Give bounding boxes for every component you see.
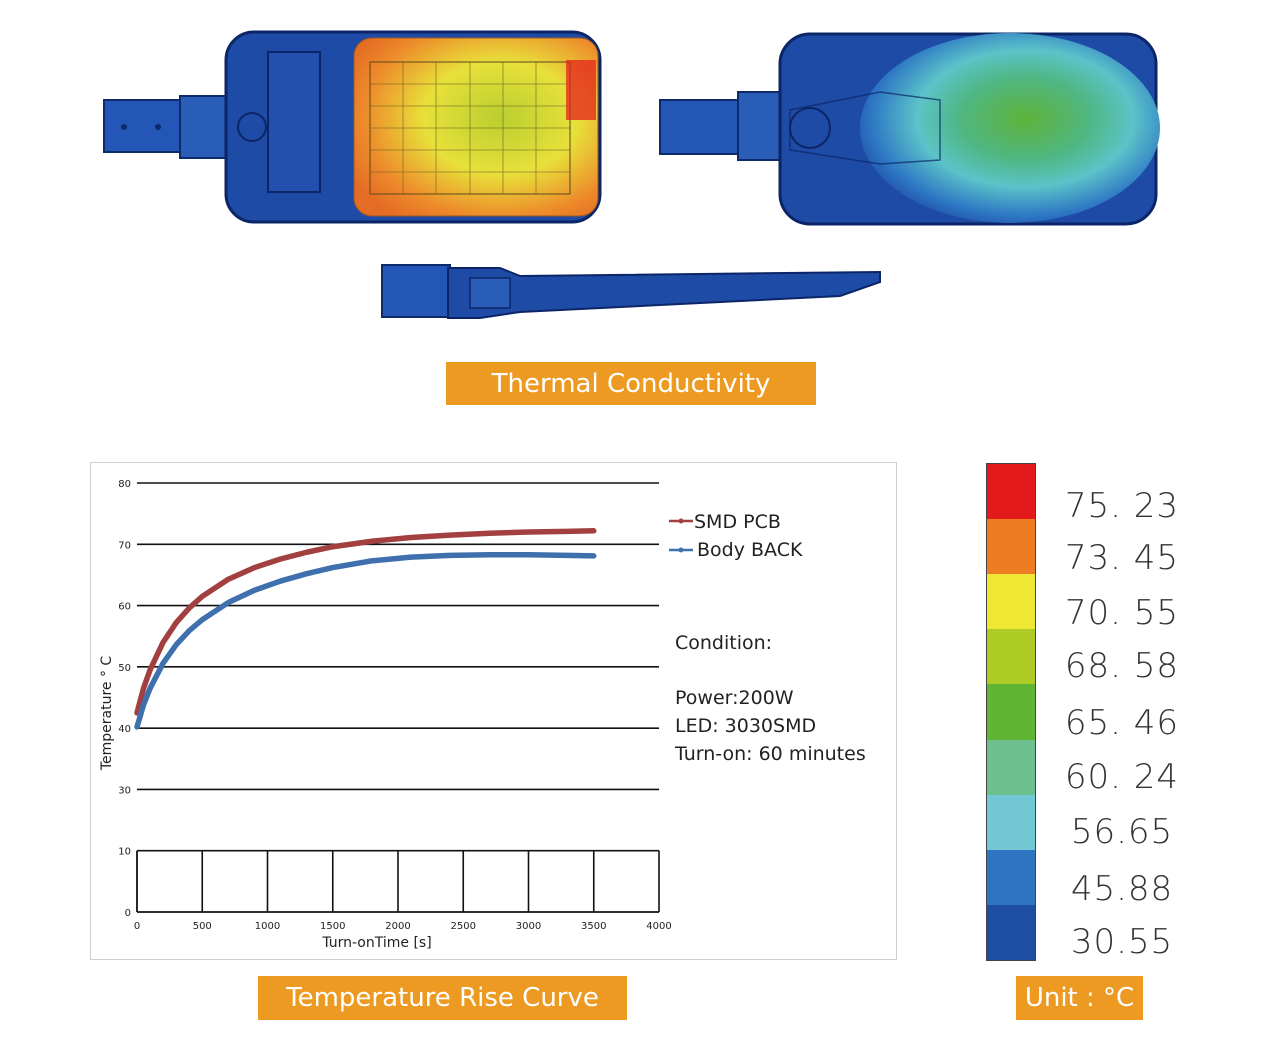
- legend-marker-smd-pcb: [678, 518, 684, 524]
- color-scale-value: 65. 46: [1064, 703, 1180, 743]
- lamp-front-view: [103, 30, 602, 224]
- condition-heading: Condition:: [675, 632, 773, 654]
- y-tick-label: 0: [125, 908, 131, 919]
- color-scale-value: 60. 24: [1064, 757, 1180, 797]
- color-scale-swatch: [987, 849, 1035, 905]
- color-scale-swatch: [987, 629, 1035, 685]
- color-scale-swatch: [987, 519, 1035, 575]
- color-scale-value: 30.55: [1070, 922, 1174, 962]
- legend-marker-body-back: [678, 547, 684, 553]
- x-tick-label: 3000: [516, 921, 541, 932]
- x-tick-label: 0: [134, 921, 140, 932]
- y-tick-label: 10: [118, 847, 131, 858]
- x-tick-label: 500: [193, 921, 212, 932]
- color-scale-swatch: [987, 794, 1035, 850]
- y-tick-label: 50: [118, 663, 131, 674]
- y-tick-label: 80: [118, 479, 131, 490]
- chart-series: [134, 528, 597, 730]
- y-axis-title: Temperature ° C: [99, 656, 115, 772]
- color-scale-swatch: [987, 684, 1035, 740]
- x-tick-label: 4000: [646, 921, 671, 932]
- color-scale-bar: [986, 463, 1036, 961]
- thermal-images: [103, 30, 1160, 319]
- unit-caption: Unit : °C: [1016, 976, 1143, 1020]
- color-scale-value: 68. 58: [1064, 646, 1180, 686]
- legend-label-smd-pcb: SMD PCB: [694, 511, 781, 533]
- color-scale-value: 70. 55: [1064, 593, 1180, 633]
- series-smd-pcb-line: [134, 528, 597, 716]
- chart-legend: SMD PCB Body BACK: [669, 511, 803, 561]
- chart-ticks: 0 500 1000 1500 2000 2500 3000 3500 4000 0 10 30 40 5…: [118, 479, 671, 932]
- color-scale-value: 75. 23: [1064, 486, 1180, 526]
- x-tick-label: 1000: [255, 921, 280, 932]
- condition-turn-on: Turn-on: 60 minutes: [675, 743, 866, 765]
- x-tick-label: 3500: [581, 921, 606, 932]
- x-tick-label: 2500: [451, 921, 476, 932]
- y-tick-label: 70: [118, 540, 131, 551]
- x-tick-label: 2000: [385, 921, 410, 932]
- color-scale-value: 45.88: [1070, 869, 1174, 909]
- color-scale-swatch: [987, 574, 1035, 630]
- temperature-chart: 0 500 1000 1500 2000 2500 3000 3500 4000 0 10 30 40 5…: [99, 479, 803, 951]
- color-scale-swatch: [987, 739, 1035, 795]
- condition-led: LED: 3030SMD: [675, 715, 817, 737]
- y-tick-label: 40: [118, 724, 131, 735]
- x-axis-title: Turn-onTime [s]: [321, 935, 431, 951]
- color-scale-swatch: [987, 904, 1035, 960]
- legend-label-body-back: Body BACK: [697, 539, 803, 561]
- color-scale-value: 73. 45: [1064, 538, 1180, 578]
- condition-power: Power:200W: [675, 687, 794, 709]
- series-body-back-line: [134, 551, 597, 730]
- y-tick-label: 30: [118, 785, 131, 796]
- color-scale-swatch: [987, 464, 1035, 520]
- lamp-side-view: [381, 264, 881, 319]
- temperature-chart-frame: 0 500 1000 1500 2000 2500 3000 3500 4000 0 10 30 40 5…: [90, 462, 897, 960]
- thermal-conductivity-caption: Thermal Conductivity: [446, 362, 816, 405]
- y-tick-label: 60: [118, 602, 131, 613]
- temperature-rise-caption: Temperature Rise Curve: [258, 976, 627, 1020]
- lamp-back-view: [659, 32, 1160, 226]
- chart-grid: [136, 482, 660, 913]
- color-scale-value: 56.65: [1070, 812, 1174, 852]
- x-tick-label: 1500: [320, 921, 345, 932]
